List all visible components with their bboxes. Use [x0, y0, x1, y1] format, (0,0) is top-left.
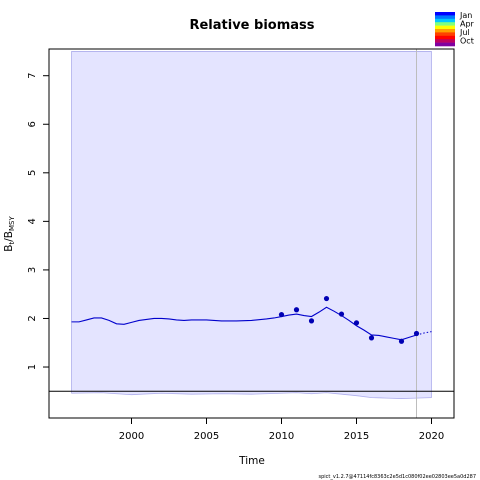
y-axis-label: Bt/BMSY — [3, 216, 16, 252]
observation-point — [338, 311, 345, 317]
y-axis-label-sub1: t — [8, 242, 16, 245]
observation-point — [413, 330, 420, 337]
y-tick-label: 2 — [27, 315, 38, 321]
legend-color-swatch — [435, 35, 455, 40]
observation-point — [398, 338, 405, 344]
observation-point — [293, 307, 300, 313]
observation-point — [353, 320, 360, 326]
y-tick-label: 3 — [27, 267, 38, 273]
confidence-band — [71, 51, 432, 399]
plot-frame — [48, 48, 455, 419]
legend-color-swatch — [435, 12, 455, 16]
y-tick-label: 6 — [27, 121, 38, 127]
ci-lower-line — [71, 392, 432, 399]
legend-label: Apr — [460, 20, 475, 29]
chart-title: Relative biomass — [189, 18, 314, 33]
legend-color-swatch — [435, 18, 455, 23]
estimate-line — [71, 306, 417, 341]
legend-label: Jan — [459, 11, 472, 20]
y-axis-label-sub2: MSY — [8, 216, 16, 231]
legend-color-swatch — [435, 39, 455, 43]
legend-color-swatch — [435, 29, 455, 33]
x-axis: 2000 2005 2010 2015 2020 — [119, 418, 444, 442]
x-tick-label: 2015 — [344, 431, 369, 442]
y-axis: 1 2 3 4 5 6 7 — [27, 73, 49, 370]
legend-label: Oct — [460, 37, 474, 46]
forecast-line — [416, 331, 432, 336]
legend-color-swatch — [435, 25, 455, 30]
y-tick-label: 1 — [27, 364, 38, 370]
x-tick-label: 2000 — [119, 431, 144, 442]
y-axis-label-main: B — [3, 245, 15, 252]
version-footer: spict_v1.2.7@47114fc8363c2e5d1c080f02ee0… — [318, 474, 476, 480]
y-tick-label: 4 — [27, 218, 38, 224]
y-tick-label: 7 — [27, 73, 38, 79]
legend-color-swatch — [435, 15, 455, 20]
observation-point — [308, 318, 315, 324]
legend-label: Jul — [459, 28, 470, 37]
observation-point — [323, 295, 330, 302]
x-axis-label: Time — [238, 455, 265, 467]
plot-area — [49, 49, 454, 418]
observation-point — [368, 335, 375, 341]
legend-color-swatch — [435, 32, 455, 37]
y-tick-label: 5 — [27, 170, 38, 176]
legend-color-swatch — [435, 42, 455, 47]
y-axis-label-sep: /B — [3, 231, 15, 242]
observation-point — [278, 311, 285, 318]
legend-color-swatch — [435, 22, 455, 26]
x-tick-label: 2010 — [269, 431, 294, 442]
x-tick-label: 2020 — [419, 431, 444, 442]
x-tick-label: 2005 — [194, 431, 219, 442]
